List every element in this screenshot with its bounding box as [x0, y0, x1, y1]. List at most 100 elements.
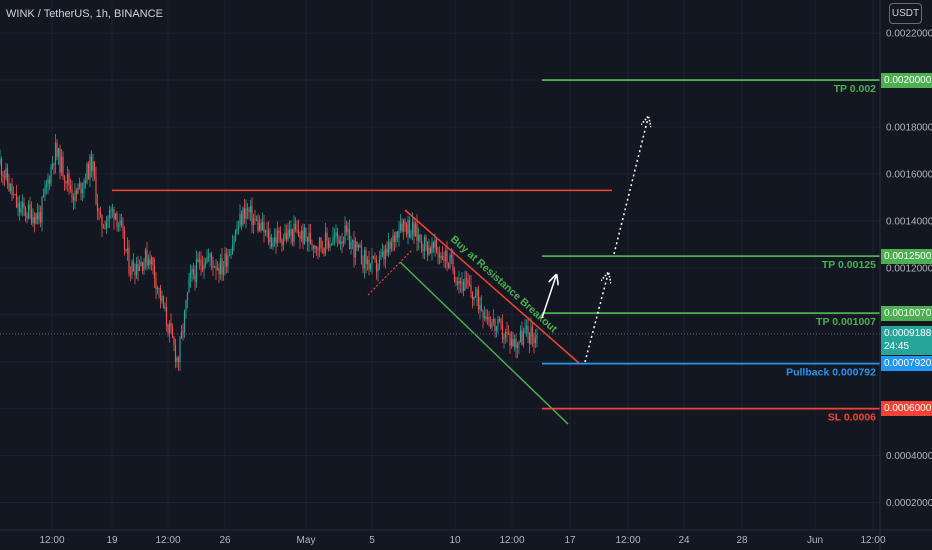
candle-body [396, 231, 399, 238]
candle-body [527, 325, 529, 334]
candle-body [78, 182, 81, 188]
candle-body [357, 245, 360, 248]
price-tick-label: 0.0016000 [886, 169, 932, 180]
candle-body [402, 220, 405, 232]
candle-body [284, 232, 286, 239]
candle-body [531, 326, 534, 337]
candle-body [296, 229, 298, 231]
candle-body [476, 289, 478, 297]
candle-body [179, 338, 181, 362]
candle-body [435, 239, 438, 252]
candle-body [434, 239, 436, 248]
time-tick-label: 10 [449, 535, 461, 546]
candle-body [464, 278, 466, 291]
candle-body [6, 168, 9, 183]
candle-body [386, 248, 388, 253]
candle-body [363, 250, 366, 269]
candle-body [528, 333, 531, 344]
candle-body [273, 237, 276, 243]
price-chip-sl: 0.0006000 [881, 401, 932, 417]
candle-body [138, 266, 141, 271]
candle-body [218, 268, 220, 275]
candle-body [266, 230, 268, 232]
candle-body [311, 243, 313, 246]
candle-body [374, 257, 376, 260]
candle-body [107, 218, 109, 222]
candle-body [392, 235, 394, 242]
candle-body [177, 357, 180, 362]
candle-body [437, 251, 439, 254]
candle-body [219, 258, 222, 275]
candle-body [21, 202, 24, 208]
candle-body [515, 339, 517, 349]
candle-body [117, 224, 120, 227]
candle-body [317, 249, 319, 251]
symbol-title: WINK / TetherUS, 1h, BINANCE [6, 8, 163, 20]
candle-body [449, 255, 451, 268]
candle-body [494, 319, 496, 332]
candle-body [182, 331, 184, 333]
candle-body [440, 255, 442, 258]
candle-body [339, 241, 342, 244]
candle-body [254, 218, 256, 220]
candle-body [428, 247, 430, 255]
price-tick-label: 0.0014000 [886, 216, 932, 227]
candle-body [191, 268, 193, 273]
candle-body [137, 263, 139, 271]
candle-body [162, 296, 165, 309]
candle-body [62, 156, 64, 177]
candle-body [242, 208, 244, 225]
candle-body [99, 212, 102, 216]
candle-body [413, 222, 415, 236]
candle-body [132, 261, 135, 272]
candle-body [498, 319, 501, 322]
candle-body [24, 208, 27, 217]
candle-body [80, 182, 82, 194]
channel-upper-line [404, 209, 581, 365]
candle-body [249, 205, 252, 213]
candle-body [174, 344, 177, 362]
time-axis[interactable]: 12:00 19 12:00 26 May 5 10 12:00 17 12:00 24 28 Jun 1… [0, 529, 932, 546]
candle-body [101, 215, 103, 228]
candle-body [281, 240, 283, 246]
candle-body [170, 323, 172, 328]
candle-body [48, 179, 51, 184]
candle-body [257, 219, 259, 231]
candle-body [335, 232, 337, 237]
candle-body [263, 222, 265, 233]
candle-body [135, 263, 138, 276]
candle-body [89, 156, 91, 180]
level-label-sl: SL 0.0006 [828, 412, 876, 424]
candle-body [201, 265, 204, 270]
candle-body [75, 190, 78, 194]
candle-body [432, 242, 435, 248]
candle-body [171, 327, 174, 338]
candle-body [150, 257, 153, 265]
candle-body [134, 271, 136, 276]
candle-body [326, 232, 328, 241]
candle-body [84, 180, 87, 183]
candle-body [51, 163, 54, 168]
candle-body [455, 281, 457, 283]
candle-body [260, 223, 262, 231]
candle-body [399, 223, 402, 231]
candle-body [473, 296, 475, 300]
candle-body [332, 237, 334, 245]
candle-body [453, 270, 456, 282]
candle-body [297, 229, 300, 236]
candle-body [71, 189, 73, 198]
candle-body [239, 213, 241, 227]
candle-body [512, 338, 514, 347]
candle-body [446, 250, 448, 264]
candle-body [410, 233, 412, 238]
currency-selector[interactable]: USDT [889, 3, 922, 24]
candle-body [146, 249, 148, 266]
candle-body [27, 204, 30, 218]
candle-body [408, 220, 411, 238]
candle-body [384, 248, 387, 260]
price-chip-tp3: 0.0010070 [881, 305, 932, 321]
candle-body [30, 209, 33, 224]
candle-body [422, 248, 424, 251]
candle-body [261, 222, 264, 231]
